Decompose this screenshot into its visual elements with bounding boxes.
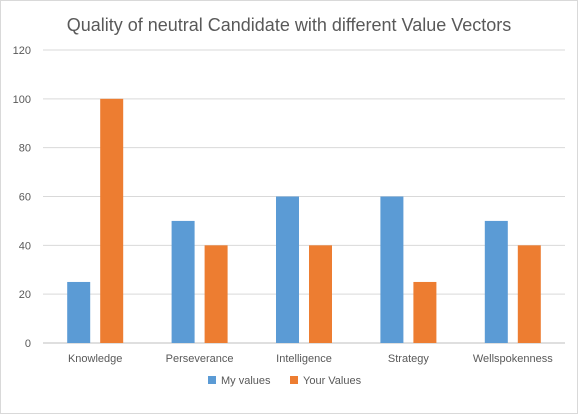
y-tick-label: 80 <box>19 143 31 155</box>
x-tick-label: Intelligence <box>276 353 332 365</box>
x-axis-ticks: Knowledge Perseverance Intelligence Strateg… <box>68 353 553 365</box>
bar-your-values-strategy <box>413 281 437 343</box>
x-tick-label: Knowledge <box>68 353 122 365</box>
bar-my-values-perseverance <box>171 220 195 343</box>
legend-label: My values <box>221 375 271 387</box>
y-tick-label: 100 <box>13 94 31 106</box>
y-tick-label: 60 <box>19 192 31 204</box>
bar-your-values-perseverance <box>204 245 228 343</box>
bar-your-values-knowledge <box>100 98 124 343</box>
bar-your-values-intelligence <box>309 245 332 343</box>
bars <box>67 98 541 343</box>
legend-swatch-my-values <box>208 376 216 384</box>
gridlines <box>43 49 565 344</box>
legend-swatch-your-values <box>290 376 298 384</box>
legend: My values Your Values <box>208 375 362 387</box>
x-tick-label: Strategy <box>388 353 429 365</box>
bar-my-values-knowledge <box>67 281 91 343</box>
bar-my-values-strategy <box>380 196 404 343</box>
y-tick-label: 40 <box>19 240 31 252</box>
legend-label: Your Values <box>303 375 362 387</box>
y-tick-label: 120 <box>13 45 31 57</box>
y-tick-label: 0 <box>25 338 31 350</box>
y-tick-label: 20 <box>19 289 31 301</box>
chart-title: Quality of neutral Candidate with differ… <box>67 15 512 35</box>
y-axis-ticks: 0 20 40 60 80 100 120 <box>13 45 31 350</box>
x-tick-label: Wellspokenness <box>473 353 553 365</box>
bar-my-values-intelligence <box>276 196 299 343</box>
bar-your-values-wellspokenness <box>517 245 541 343</box>
bar-my-values-wellspokenness <box>484 220 508 343</box>
x-tick-label: Perseverance <box>166 353 234 365</box>
